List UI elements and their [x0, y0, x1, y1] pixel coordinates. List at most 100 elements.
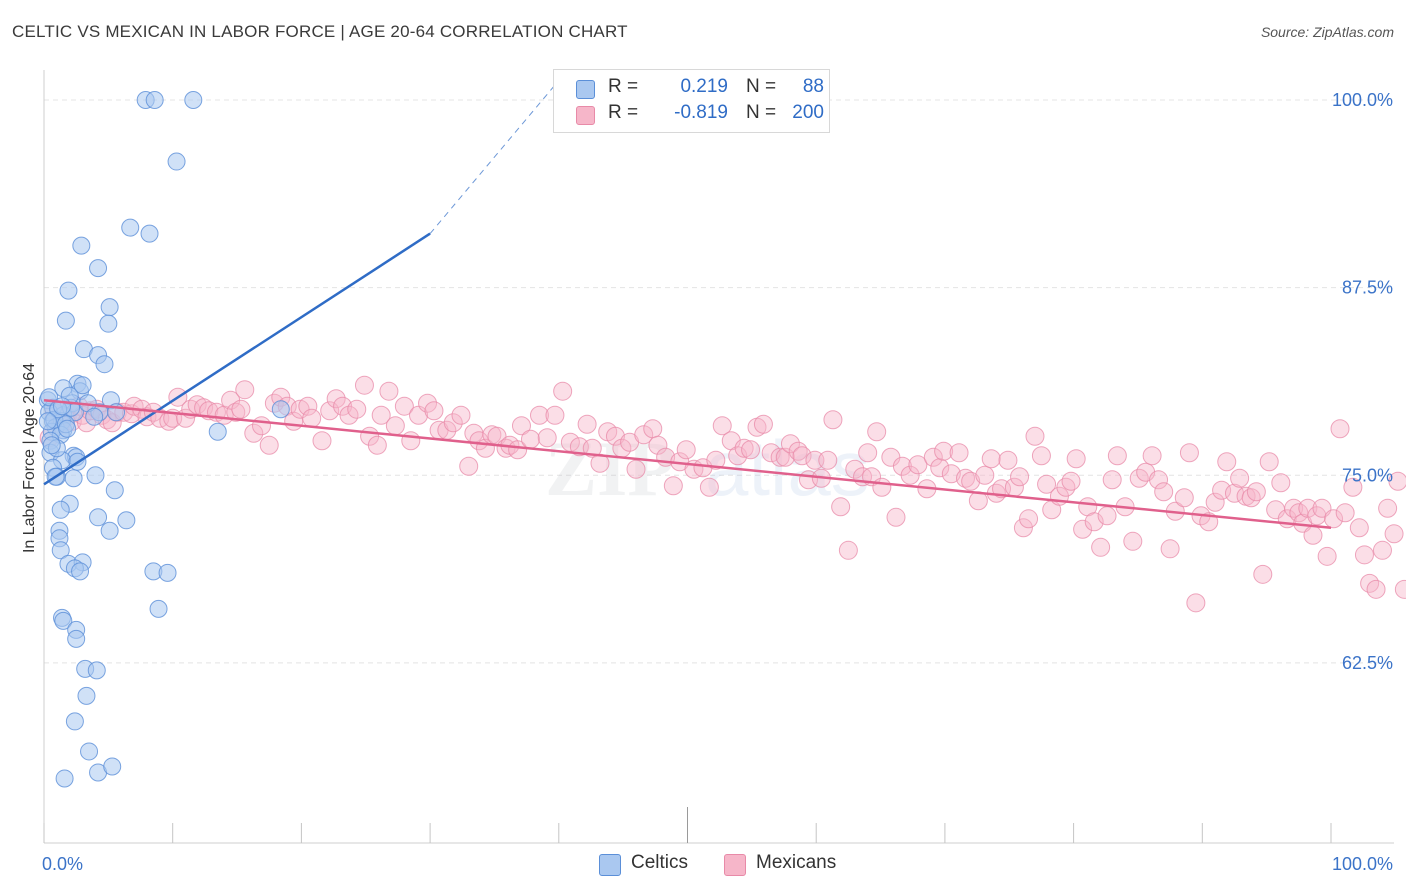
mexican-point [371, 405, 391, 425]
mexican-point [1037, 474, 1057, 494]
mexican-point [394, 396, 414, 416]
celtic-point [145, 91, 164, 110]
celtic-point [140, 224, 159, 243]
mexican-point [385, 416, 405, 436]
mexican-point [1073, 519, 1093, 539]
mexican-point [244, 423, 264, 443]
mexican-point [753, 414, 773, 434]
mexican-point [1010, 467, 1030, 487]
celtic-point [95, 355, 114, 374]
mexican-point [1174, 488, 1194, 508]
mexican-point [1019, 509, 1039, 529]
celtic-point [85, 407, 104, 426]
mexican-point [949, 443, 969, 463]
mexican-point [1289, 503, 1309, 523]
celtic-point [100, 521, 119, 540]
celtics-points [38, 91, 290, 788]
celtics-swatch [576, 80, 595, 99]
mexican-point [955, 468, 975, 488]
mexican-point [443, 413, 463, 433]
mexican-point [459, 456, 479, 476]
mexican-point [998, 450, 1018, 470]
x-tick-label: 0.0% [42, 854, 83, 874]
celtic-point [100, 298, 119, 317]
mexican-point [354, 375, 374, 395]
celtic-point [149, 599, 168, 618]
mexican-point [418, 393, 438, 413]
mexican-point [1123, 531, 1143, 551]
celtic-point [73, 376, 92, 395]
mexican-point [1056, 477, 1076, 497]
celtic-point [38, 412, 57, 431]
mexican-point [872, 477, 892, 497]
mexican-point [867, 422, 887, 442]
mexican-point [626, 459, 646, 479]
mexican-point [469, 431, 489, 451]
mexican-point [934, 441, 954, 461]
mexican-point [231, 399, 251, 419]
chart-title: CELTIC VS MEXICAN IN LABOR FORCE | AGE 2… [12, 22, 628, 41]
mexican-point [1061, 471, 1081, 491]
mexican-point [1354, 545, 1374, 565]
mexican-point [312, 431, 332, 451]
trend-lines [43, 80, 1332, 530]
y-tick-label: 100.0% [1332, 90, 1393, 110]
mexican-point [648, 435, 668, 455]
grid-lines [44, 99, 1394, 664]
celtic-point [67, 629, 86, 648]
tick-labels: 62.5% 75.0% 87.5% 100.0% 0.0% 100.0% [42, 90, 1393, 874]
mexican-point [805, 450, 825, 470]
mexican-point [401, 431, 421, 451]
source-note: Source: ZipAtlas.com [1260, 24, 1394, 40]
mexican-point [941, 464, 961, 484]
mexican-point [699, 477, 719, 497]
celtic-point [51, 500, 70, 519]
celtic-point [65, 712, 84, 731]
mexicans-points [39, 375, 1406, 613]
mexican-point [1259, 452, 1279, 472]
celtic-point [184, 91, 203, 110]
mexican-point [1102, 470, 1122, 490]
celtic-point [89, 259, 108, 278]
mexican-point [367, 435, 387, 455]
mexican-point [1335, 503, 1355, 523]
celtic-point [117, 511, 136, 530]
mexican-point [1366, 579, 1386, 599]
mexican-point [838, 540, 858, 560]
celtic-point [77, 686, 96, 705]
celtic-point [89, 508, 108, 527]
mexican-point [741, 440, 761, 460]
celtics-trend-extension [429, 80, 560, 234]
legend-label: Mexicans [756, 852, 837, 873]
mexican-point [1388, 471, 1406, 491]
celtic-point [99, 314, 118, 333]
mexican-point [508, 440, 528, 460]
mexican-point [302, 408, 322, 428]
celtic-point [208, 422, 227, 441]
mexican-point [1324, 509, 1344, 529]
celtic-point [64, 469, 83, 488]
mexican-point [734, 438, 754, 458]
celtic-point [58, 419, 77, 438]
mexican-point [320, 401, 340, 421]
celtic-point [56, 311, 75, 330]
mexican-point [1066, 449, 1086, 469]
legend-r-label: R = [608, 76, 639, 97]
mexican-point [858, 443, 878, 463]
y-tick-label: 87.5% [1342, 278, 1393, 298]
mexican-point [1303, 525, 1323, 545]
mexicans-swatch [724, 854, 746, 876]
mexican-point [339, 405, 359, 425]
mexican-point [1330, 419, 1350, 439]
mexican-point [1097, 506, 1117, 526]
mexican-point [1372, 540, 1392, 560]
celtic-point [167, 152, 186, 171]
mexican-point [908, 455, 928, 475]
mexican-point [1230, 468, 1250, 488]
celtic-point [103, 757, 122, 776]
mexican-point [663, 476, 683, 496]
mexican-point [712, 416, 732, 436]
mexican-point [643, 419, 663, 439]
mexican-point [577, 414, 597, 434]
